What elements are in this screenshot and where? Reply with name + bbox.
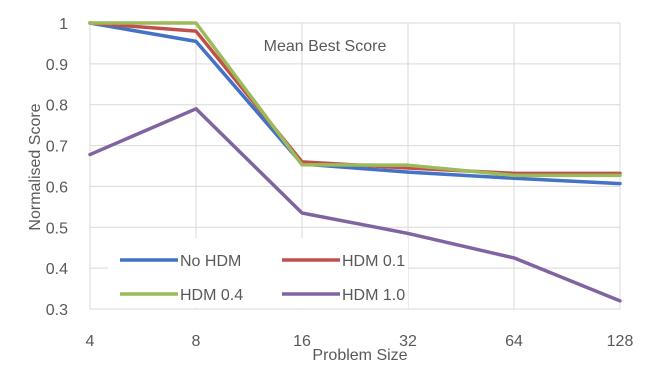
legend-entry: No HDM: [120, 253, 241, 270]
y-tick-label: 0.9: [46, 57, 68, 74]
y-tick-label: 0.8: [46, 98, 68, 115]
y-tick-label: 0.4: [46, 261, 68, 278]
series-lines: [88, 21, 622, 303]
chart-title: Mean Best Score: [264, 38, 387, 55]
series-line-hdm-0-4: [88, 21, 622, 178]
legend: No HDM HDM 0.1 HDM 0.4 HDM 1.0: [108, 238, 408, 308]
legend-label: HDM 0.1: [342, 253, 405, 270]
gridlines: [89, 22, 621, 310]
y-tick-label: 0.7: [46, 139, 68, 156]
y-axis-ticks: 0.3 0.4 0.5 0.6 0.7 0.8 0.9 1: [46, 16, 68, 319]
y-tick-label: 1: [59, 16, 68, 33]
legend-label: HDM 0.4: [180, 287, 243, 304]
x-tick-label: 128: [607, 333, 634, 350]
x-tick-label: 32: [399, 333, 417, 350]
legend-entry: HDM 0.1: [282, 253, 405, 270]
x-axis-title: Problem Size: [312, 347, 407, 364]
legend-label: No HDM: [180, 253, 241, 270]
y-tick-label: 0.6: [46, 179, 68, 196]
legend-entry: HDM 0.4: [120, 287, 243, 304]
x-tick-label: 8: [192, 333, 201, 350]
y-axis-title: Normalised Score: [27, 103, 44, 230]
x-axis-ticks: 4 8 16 32 64 128: [86, 333, 634, 350]
y-tick-label: 0.3: [46, 302, 68, 319]
legend-background: [108, 238, 408, 308]
legend-label: HDM 1.0: [342, 287, 405, 304]
legend-entry: HDM 1.0: [282, 287, 405, 304]
x-tick-label: 64: [505, 333, 523, 350]
x-tick-label: 16: [293, 333, 311, 350]
series-line-no-hdm: [88, 21, 622, 186]
series-line-hdm-1-0: [88, 107, 622, 303]
x-tick-label: 4: [86, 333, 95, 350]
y-tick-label: 0.5: [46, 220, 68, 237]
